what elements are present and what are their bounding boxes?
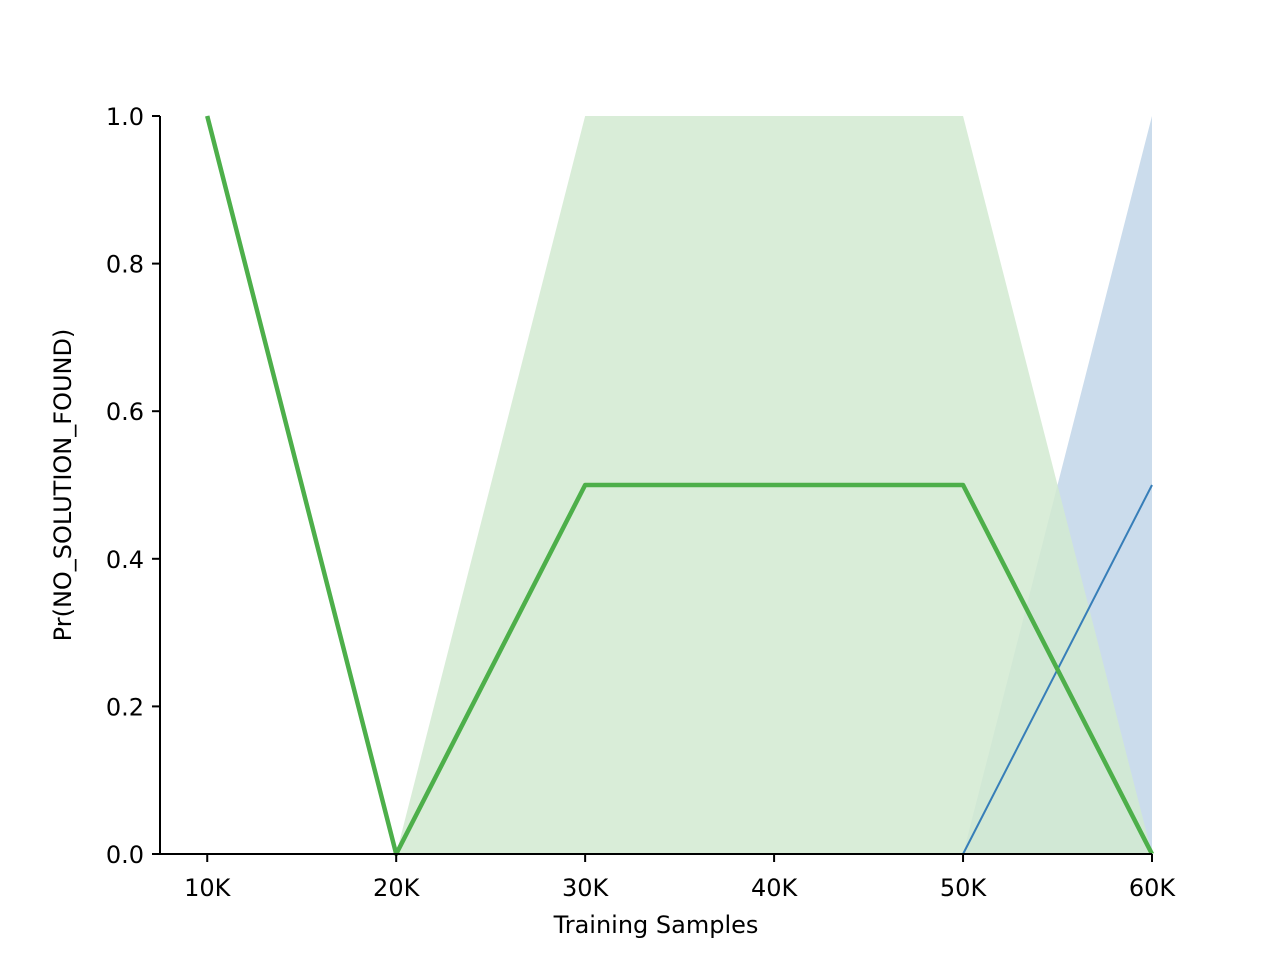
x-tick-label: 20K (373, 874, 421, 902)
series-2-line (205, 115, 1155, 857)
x-axis-ticks: 10K 20K 30K 40K 50K 60K (184, 854, 1176, 902)
x-tick-label: 40K (751, 874, 799, 902)
y-axis-ticks: 0.0 0.2 0.4 0.6 0.8 1.0 (106, 103, 160, 869)
x-tick-label: 10K (184, 874, 232, 902)
y-tick-label: 0.0 (106, 841, 144, 869)
y-axis-label: Pr(NO_SOLUTION_FOUND) (49, 329, 77, 642)
y-tick-label: 0.8 (106, 251, 144, 279)
x-axis-label: Training Samples (553, 911, 759, 939)
y-tick-label: 0.6 (106, 398, 144, 426)
y-tick-label: 1.0 (106, 103, 144, 131)
axes (159, 116, 1152, 855)
y-tick-label: 0.2 (106, 693, 144, 721)
y-tick-label: 0.4 (106, 546, 144, 574)
x-tick-label: 30K (562, 874, 610, 902)
x-tick-label: 50K (940, 874, 988, 902)
x-tick-label: 60K (1129, 874, 1177, 902)
